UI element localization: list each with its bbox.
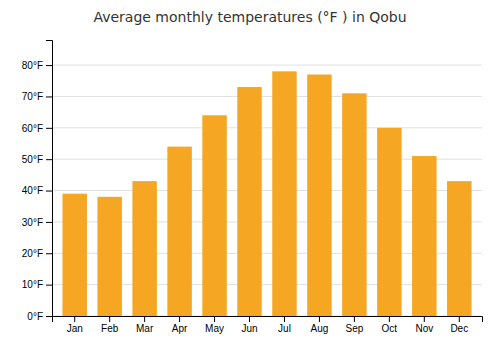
x-tick: Oct <box>382 316 398 334</box>
x-tick-label: Feb <box>101 323 119 334</box>
x-tick-mark <box>179 316 180 322</box>
grid <box>52 65 482 316</box>
x-tick-label: Aug <box>311 323 329 334</box>
x-axis-line <box>53 317 483 323</box>
x-tick-label: Sep <box>345 323 363 334</box>
bars <box>62 71 471 316</box>
x-tick-label: Nov <box>415 323 433 334</box>
x-tick: Jan <box>67 316 83 334</box>
y-tick-mark <box>46 191 52 192</box>
plot: Jan Feb Mar Apr May Jun Jul Aug Sep Oct Nov Dec 0°F 1… <box>22 41 483 335</box>
x-tick: Nov <box>415 316 433 334</box>
y-tick: 80°F <box>22 60 52 71</box>
y-tick-mark <box>46 222 52 223</box>
grid-line <box>52 127 482 128</box>
x-tick: Sep <box>345 316 363 334</box>
y-tick-mark <box>46 285 52 286</box>
y-tick-mark <box>46 128 52 129</box>
bar <box>202 115 226 316</box>
x-tick-label: Jul <box>278 323 291 334</box>
bar <box>307 75 331 317</box>
y-tick-mark <box>46 316 52 317</box>
x-tick-mark <box>144 316 145 322</box>
x-tick-label: Apr <box>172 323 188 334</box>
x-tick-mark <box>109 316 110 322</box>
x-tick-mark <box>319 316 320 322</box>
x-tick-mark <box>249 316 250 322</box>
x-tick-mark <box>459 316 460 322</box>
x-tick-mark <box>74 316 75 322</box>
y-tick-label: 70°F <box>22 91 43 102</box>
title: Average monthly temperatures (°F ) in Qo… <box>93 9 406 25</box>
y-tick-label: 60°F <box>22 123 43 134</box>
y-tick: 10°F <box>22 279 52 290</box>
bar <box>97 197 121 316</box>
y-axis: 0°F 10°F 20°F 30°F 40°F 50°F 60°F 70°F 80°F <box>22 41 53 322</box>
y-tick-label: 30°F <box>22 217 43 228</box>
y-axis-line <box>46 41 53 317</box>
y-tick: 70°F <box>22 91 52 102</box>
x-tick: Jun <box>241 316 257 334</box>
x-tick: Dec <box>450 316 468 334</box>
y-tick: 60°F <box>22 123 52 134</box>
y-tick-label: 40°F <box>22 185 43 196</box>
x-axis: Jan Feb Mar Apr May Jun Jul Aug Sep Oct Nov Dec <box>53 316 483 334</box>
x-tick-label: Jun <box>241 323 257 334</box>
bar <box>132 181 156 316</box>
y-tick-label: 20°F <box>22 248 43 259</box>
y-tick: 20°F <box>22 248 52 259</box>
bar <box>342 93 366 316</box>
x-tick-mark <box>354 316 355 322</box>
x-tick: May <box>205 316 224 334</box>
x-tick-label: Dec <box>450 323 468 334</box>
bar <box>272 71 296 316</box>
y-tick-mark <box>46 96 52 97</box>
y-tick: 40°F <box>22 185 52 196</box>
bar <box>167 147 191 316</box>
y-tick: 0°F <box>27 311 52 322</box>
y-tick-label: 10°F <box>22 279 43 290</box>
bar <box>62 194 86 316</box>
bar <box>377 128 401 316</box>
bar <box>412 156 436 316</box>
x-tick-mark <box>424 316 425 322</box>
x-tick: Apr <box>172 316 188 334</box>
x-tick-mark <box>214 316 215 322</box>
bar <box>237 87 261 316</box>
x-tick-mark <box>389 316 390 322</box>
x-tick: Jul <box>278 316 291 334</box>
grid-line <box>52 65 482 66</box>
y-tick: 50°F <box>22 154 52 165</box>
grid-line <box>52 96 482 97</box>
x-tick: Aug <box>311 316 329 334</box>
y-tick-label: 0°F <box>27 311 43 322</box>
y-tick-label: 50°F <box>22 154 43 165</box>
y-tick-mark <box>46 159 52 160</box>
x-tick-label: Jan <box>67 323 83 334</box>
y-tick-label: 80°F <box>22 60 43 71</box>
y-tick: 30°F <box>22 217 52 228</box>
x-tick-mark <box>284 316 285 322</box>
x-tick-label: May <box>205 323 224 334</box>
y-tick-mark <box>46 253 52 254</box>
x-tick: Mar <box>136 316 154 334</box>
bar <box>447 181 471 316</box>
y-tick-mark <box>46 65 52 66</box>
x-tick-label: Mar <box>136 323 154 334</box>
x-tick: Feb <box>101 316 119 334</box>
x-tick-label: Oct <box>382 323 398 334</box>
chart: Jan Feb Mar Apr May Jun Jul Aug Sep Oct Nov Dec 0°F 1… <box>0 0 500 350</box>
